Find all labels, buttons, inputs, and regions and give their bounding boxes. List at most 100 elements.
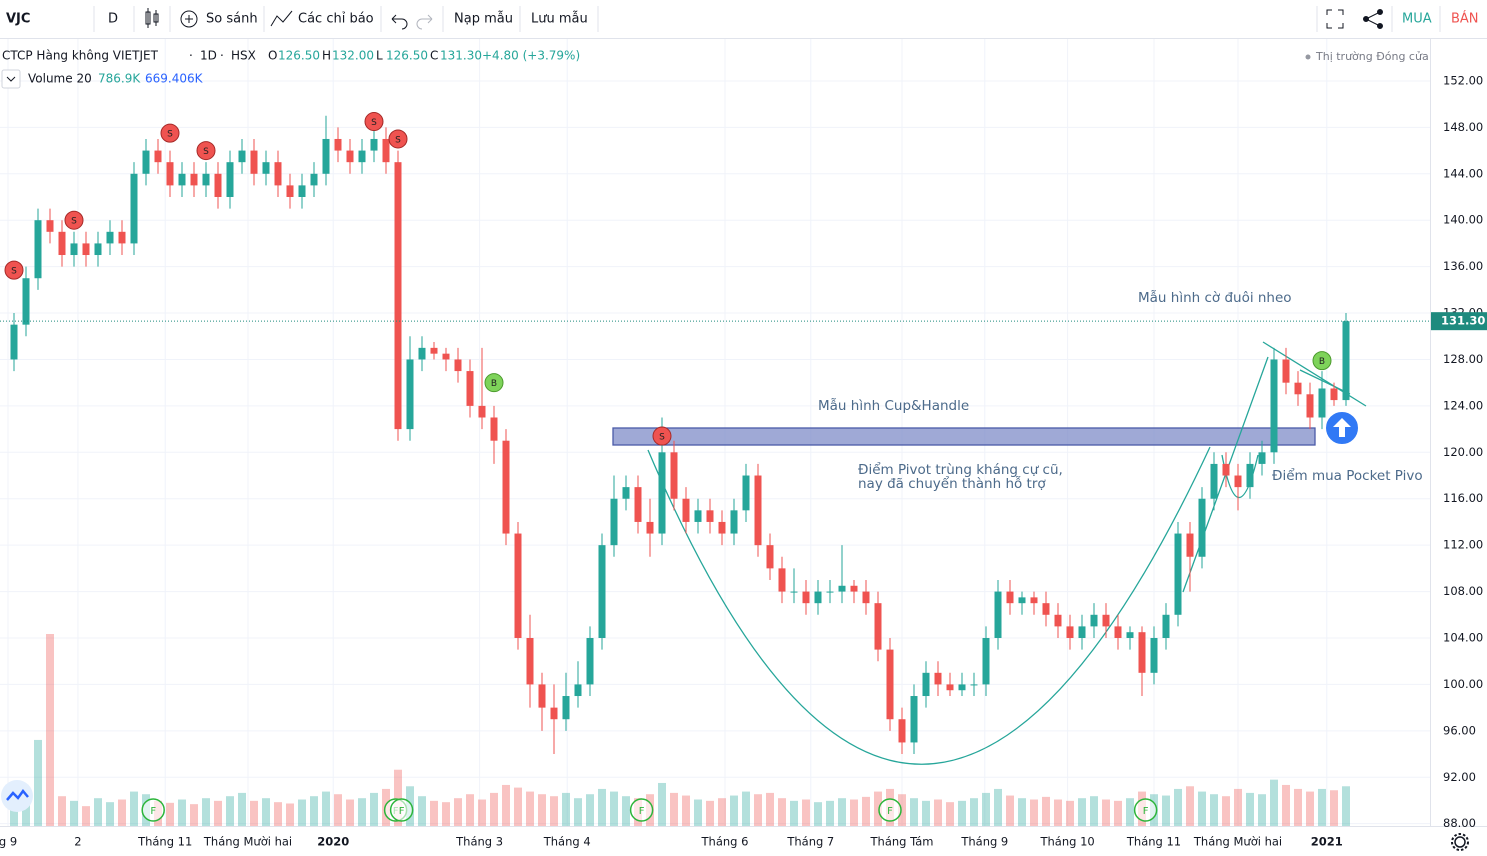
x-tick-label: 2 <box>74 835 81 849</box>
volume-bar <box>1102 799 1110 826</box>
last-price-label: 131.30 <box>1441 314 1485 328</box>
event-marker <box>1133 798 1158 822</box>
cup-curve <box>647 446 1211 765</box>
candle-body <box>166 162 174 186</box>
flag-line <box>1262 341 1367 407</box>
y-tick-label: 116.00 <box>1443 491 1483 505</box>
share[interactable] <box>1363 9 1383 29</box>
candle-body <box>898 719 906 743</box>
x-tick-label: 2021 <box>1311 835 1343 849</box>
candle-body <box>250 150 258 174</box>
volume-bar <box>718 798 726 826</box>
candle-body <box>466 371 474 406</box>
candle-body <box>502 440 510 534</box>
symbol[interactable]: VJC <box>6 12 30 27</box>
volume-bar <box>250 800 258 826</box>
candle-body <box>1258 452 1266 464</box>
settings[interactable] <box>1451 833 1469 851</box>
candle-body <box>1030 597 1038 604</box>
x-tick-label: Tháng Mười hai <box>203 835 292 849</box>
signal-marker <box>196 141 216 161</box>
volume-bar <box>1258 794 1266 826</box>
event-label: F <box>639 806 645 817</box>
y-tick-label: 144.00 <box>1443 166 1483 180</box>
collapse-button[interactable] <box>1 69 21 89</box>
fullscreen[interactable] <box>1326 9 1344 29</box>
candle-body <box>1066 626 1074 638</box>
volume-bar <box>1006 795 1014 826</box>
legend-value: 126.50 <box>278 49 320 63</box>
volume-bar <box>598 788 606 826</box>
candle-body <box>70 243 78 256</box>
candle-body <box>286 185 294 197</box>
volume-bar <box>538 794 546 826</box>
volume-bar <box>910 798 918 826</box>
candle-body <box>298 185 306 197</box>
volume-bar <box>922 800 930 826</box>
compare-button[interactable]: So sánh <box>206 12 258 27</box>
legend-change: +4.80 (+3.79%) <box>482 49 580 63</box>
candle-body <box>430 347 438 354</box>
candle-body <box>1054 614 1062 627</box>
volume-bar <box>730 795 738 826</box>
x-tick-label: Tháng 11 <box>137 835 192 849</box>
candle-body <box>238 150 246 163</box>
chart-type-icon[interactable] <box>145 8 159 28</box>
x-tick-label: Tháng Mười hai <box>1193 835 1282 849</box>
y-tick-label: 88.00 <box>1443 816 1476 830</box>
volume-bar <box>778 798 786 826</box>
interval[interactable]: D <box>108 12 118 27</box>
indicators-button[interactable]: Các chỉ báo <box>298 12 374 27</box>
candle-body <box>142 150 150 174</box>
candle-body <box>1306 394 1314 418</box>
signal-label: S <box>371 118 377 128</box>
candle-body <box>1270 359 1278 453</box>
volume-bar <box>814 802 822 826</box>
volume-bar <box>514 787 522 826</box>
volume-bar <box>826 800 834 826</box>
sell-button[interactable]: BÁN <box>1451 11 1479 27</box>
save-layout[interactable]: Lưu mẫu <box>531 12 588 27</box>
buy-button[interactable]: MUA <box>1402 12 1432 27</box>
y-tick-label: 92.00 <box>1443 770 1476 784</box>
candle-body <box>1294 382 1302 395</box>
volume-bar <box>994 788 1002 826</box>
legend-value: 131.30 <box>440 49 482 63</box>
volume-bar <box>1282 784 1290 826</box>
legend-exchange: HSX <box>231 49 256 63</box>
candle-body <box>622 487 630 499</box>
y-tick-label: 96.00 <box>1443 723 1476 737</box>
event-label: F <box>887 806 893 817</box>
y-tick-label: 152.00 <box>1443 73 1483 87</box>
volume-bar <box>970 798 978 826</box>
volume-bar <box>286 803 294 826</box>
volume-bar <box>610 791 618 826</box>
signal-label: S <box>167 130 173 140</box>
undo[interactable] <box>391 14 408 30</box>
volume-bar <box>1234 788 1242 826</box>
load-layout[interactable]: Nạp mẫu <box>454 12 513 27</box>
compare-icon[interactable] <box>180 10 198 28</box>
volume-bar <box>526 791 534 826</box>
signal-marker <box>4 260 24 280</box>
signal-marker <box>160 123 180 143</box>
volume-bar <box>898 794 906 826</box>
indicators-icon[interactable] <box>270 10 293 27</box>
candle-body <box>106 231 114 244</box>
volume-bar <box>1198 791 1206 826</box>
volume-bar <box>622 796 630 826</box>
y-tick-label: 128.00 <box>1443 352 1483 366</box>
signal-marker <box>388 129 408 149</box>
candle-body <box>790 591 798 593</box>
candle-body <box>1198 498 1206 557</box>
candle-body <box>766 545 774 569</box>
candle-body <box>1222 463 1230 476</box>
volume-bar <box>1090 796 1098 826</box>
volume-bar <box>298 799 306 826</box>
candle-body <box>1174 533 1182 615</box>
volume-bar <box>322 791 330 826</box>
volume-bar <box>1222 796 1230 826</box>
volume-bar <box>82 806 90 826</box>
redo[interactable] <box>416 14 433 30</box>
signal-label: S <box>71 217 77 227</box>
